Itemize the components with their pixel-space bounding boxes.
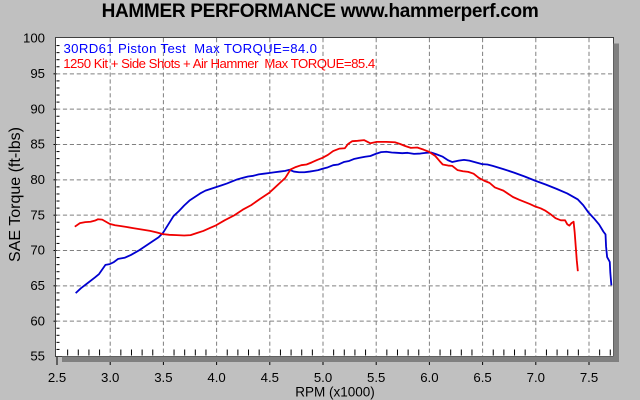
svg-text:70: 70 xyxy=(30,243,45,258)
svg-text:6.0: 6.0 xyxy=(420,370,438,385)
svg-text:55: 55 xyxy=(30,349,45,364)
svg-text:3.5: 3.5 xyxy=(154,370,172,385)
svg-text:RPM (x1000): RPM (x1000) xyxy=(295,385,375,400)
svg-text:100: 100 xyxy=(23,31,45,46)
svg-text:7.5: 7.5 xyxy=(580,370,598,385)
svg-text:30RD61 Piston Test Max TORQUE: 30RD61 Piston Test Max TORQUE=84.0 xyxy=(64,41,318,56)
svg-text:SAE Torque (ft-lbs): SAE Torque (ft-lbs) xyxy=(7,127,24,262)
svg-text:85: 85 xyxy=(30,137,45,152)
svg-text:75: 75 xyxy=(30,207,45,222)
svg-text:5.5: 5.5 xyxy=(367,370,385,385)
svg-text:2.5: 2.5 xyxy=(48,370,66,385)
svg-text:60: 60 xyxy=(30,313,45,328)
svg-text:65: 65 xyxy=(30,278,45,293)
svg-text:90: 90 xyxy=(30,101,45,116)
svg-text:7.0: 7.0 xyxy=(527,370,545,385)
svg-text:4.5: 4.5 xyxy=(261,370,279,385)
svg-text:80: 80 xyxy=(30,172,45,187)
svg-text:HAMMER PERFORMANCE www.hammerp: HAMMER PERFORMANCE www.hammerperf.com xyxy=(102,1,539,22)
svg-text:1250 Kit + Side Shots + Air Ha: 1250 Kit + Side Shots + Air Hammer Max T… xyxy=(63,56,375,71)
svg-text:6.5: 6.5 xyxy=(473,370,491,385)
svg-text:3.0: 3.0 xyxy=(101,370,119,385)
svg-text:5.0: 5.0 xyxy=(314,370,332,385)
svg-text:4.0: 4.0 xyxy=(207,370,225,385)
svg-text:95: 95 xyxy=(30,66,45,81)
